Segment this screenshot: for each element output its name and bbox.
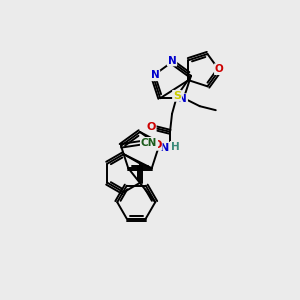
Text: N: N [168,56,176,65]
Text: H: H [171,142,179,152]
Text: CN: CN [141,138,157,148]
Text: S: S [173,91,181,101]
Text: O: O [146,122,156,132]
Text: O: O [152,140,162,150]
Text: O: O [215,64,224,74]
Text: N: N [178,94,187,104]
Text: N: N [151,70,159,80]
Text: N: N [160,143,169,153]
